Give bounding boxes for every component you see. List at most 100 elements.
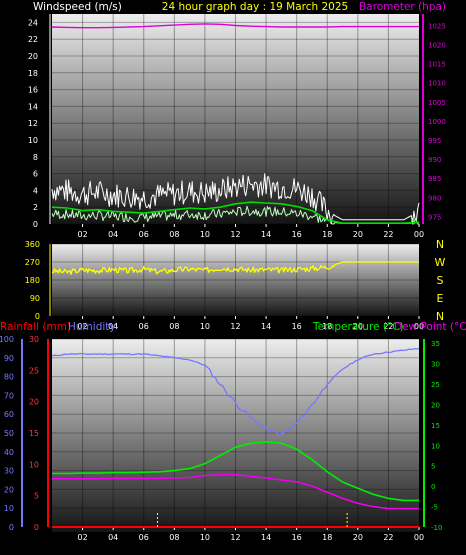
x-tick-label: 12 [230, 230, 240, 239]
x-tick-label: 18 [322, 322, 332, 331]
rainfall-tick-label: 10 [29, 460, 39, 469]
rainfall-tick-label: 15 [29, 429, 39, 438]
x-tick-label: 14 [261, 322, 271, 331]
x-tick-label: 20 [353, 533, 363, 542]
windspeed-tick-label: 6 [33, 170, 38, 179]
barometer-tick-label: 980 [428, 194, 441, 202]
x-tick-label: 14 [261, 230, 271, 239]
compass-label: N [436, 238, 444, 251]
x-tick-label: 06 [139, 322, 149, 331]
rainfall-tick-label: 0 [34, 523, 39, 532]
temperature-tick-label: -5 [431, 504, 438, 512]
temperature-tick-label: 10 [431, 442, 440, 450]
x-tick-label: 02 [77, 322, 87, 331]
rainfall-tick-label: 30 [29, 335, 39, 344]
x-tick-label: 12 [230, 322, 240, 331]
direction-tick-label: 180 [25, 276, 40, 285]
graph-title: 24 hour graph day : 19 March 2025 [162, 1, 348, 13]
humidity-tick-label: 40 [4, 448, 14, 457]
temperature-series-line [52, 441, 419, 502]
temperature-tick-label: -10 [431, 524, 442, 532]
barometer-tick-label: 1000 [428, 118, 446, 126]
direction-tick-label: 0 [35, 312, 40, 321]
rainfall-axis-title: Rainfall (mm) [0, 321, 71, 333]
x-tick-label: 06 [139, 230, 149, 239]
windspeed-tick-label: 0 [33, 220, 38, 229]
direction-tick-label: 90 [30, 294, 40, 303]
wind-average-series-line [51, 201, 420, 224]
x-tick-label: 18 [322, 230, 332, 239]
humidity-series-line [51, 348, 420, 437]
temperature-tick-label: 15 [431, 422, 440, 430]
x-tick-label: 02 [77, 230, 87, 239]
panel-background [52, 244, 419, 316]
humidity-tick-label: 20 [4, 485, 14, 494]
barometer-tick-label: 1010 [428, 80, 446, 88]
panel-background [52, 14, 419, 224]
temperature-axis-title: Temperature (°C) [312, 321, 404, 333]
windspeed-tick-label: 8 [33, 153, 38, 162]
windspeed-tick-label: 14 [28, 102, 38, 111]
barometer-series-line [51, 23, 419, 29]
barometer-tick-label: 995 [428, 137, 441, 145]
compass-label: N [436, 310, 444, 323]
x-tick-label: 16 [292, 533, 302, 542]
x-tick-label: 08 [169, 230, 179, 239]
x-tick-label: 02 [77, 533, 87, 542]
dewpoint-axis-title: Dew Point (°C) [394, 321, 466, 333]
windspeed-barometer-panel: 0246810121416182022249759809859909951000… [28, 14, 446, 239]
windspeed-series-line [51, 173, 420, 225]
humidity-tick-label: 50 [4, 429, 14, 438]
x-tick-label: 16 [292, 322, 302, 331]
barometer-tick-label: 1025 [428, 22, 446, 30]
windspeed-tick-label: 22 [28, 35, 38, 44]
x-tick-label: 12 [230, 533, 240, 542]
temperature-tick-label: 20 [431, 401, 440, 409]
x-tick-label: 22 [383, 533, 393, 542]
compass-label: E [437, 292, 444, 305]
x-tick-label: 22 [383, 322, 393, 331]
humidity-tick-label: 30 [4, 467, 14, 476]
windspeed-tick-label: 16 [28, 86, 38, 95]
x-tick-label: 18 [322, 533, 332, 542]
x-tick-label: 10 [200, 230, 210, 239]
humidity-tick-label: 0 [9, 523, 14, 532]
windspeed-tick-label: 10 [28, 136, 38, 145]
x-tick-label: 00 [414, 533, 424, 542]
x-tick-label: 22 [383, 230, 393, 239]
humidity-axis-title: Humidity [68, 321, 116, 333]
barometer-tick-label: 990 [428, 156, 441, 164]
windspeed-tick-label: 20 [28, 52, 38, 61]
windspeed-tick-label: 4 [33, 186, 38, 195]
x-tick-label: 00 [414, 230, 424, 239]
x-tick-label: 06 [139, 533, 149, 542]
temperature-humidity-panel: 0102030405060708090100051015202530-10-50… [0, 335, 442, 542]
x-tick-label: 14 [261, 533, 271, 542]
compass-label: W [435, 256, 446, 269]
barometer-tick-label: 985 [428, 175, 441, 183]
panel-background [52, 339, 419, 532]
x-tick-label: 04 [108, 322, 118, 331]
humidity-tick-label: 60 [4, 410, 14, 419]
x-tick-label: 20 [353, 230, 363, 239]
x-tick-label: 08 [169, 533, 179, 542]
humidity-tick-label: 100 [0, 335, 14, 344]
windspeed-tick-label: 2 [33, 203, 38, 212]
temperature-tick-label: 30 [431, 361, 440, 369]
temperature-tick-label: 5 [431, 463, 435, 471]
compass-label: S [437, 274, 444, 287]
dewpoint-series-line [52, 473, 419, 510]
humidity-tick-label: 80 [4, 373, 14, 382]
rainfall-tick-label: 25 [29, 366, 39, 375]
direction-tick-label: 270 [25, 258, 40, 267]
barometer-tick-label: 975 [428, 213, 441, 221]
rainfall-tick-label: 20 [29, 398, 39, 407]
windspeed-tick-label: 12 [28, 119, 38, 128]
x-tick-label: 00 [414, 322, 424, 331]
x-tick-label: 04 [108, 230, 118, 239]
x-tick-label: 10 [200, 533, 210, 542]
barometer-tick-label: 1015 [428, 61, 446, 69]
x-tick-label: 10 [200, 322, 210, 331]
